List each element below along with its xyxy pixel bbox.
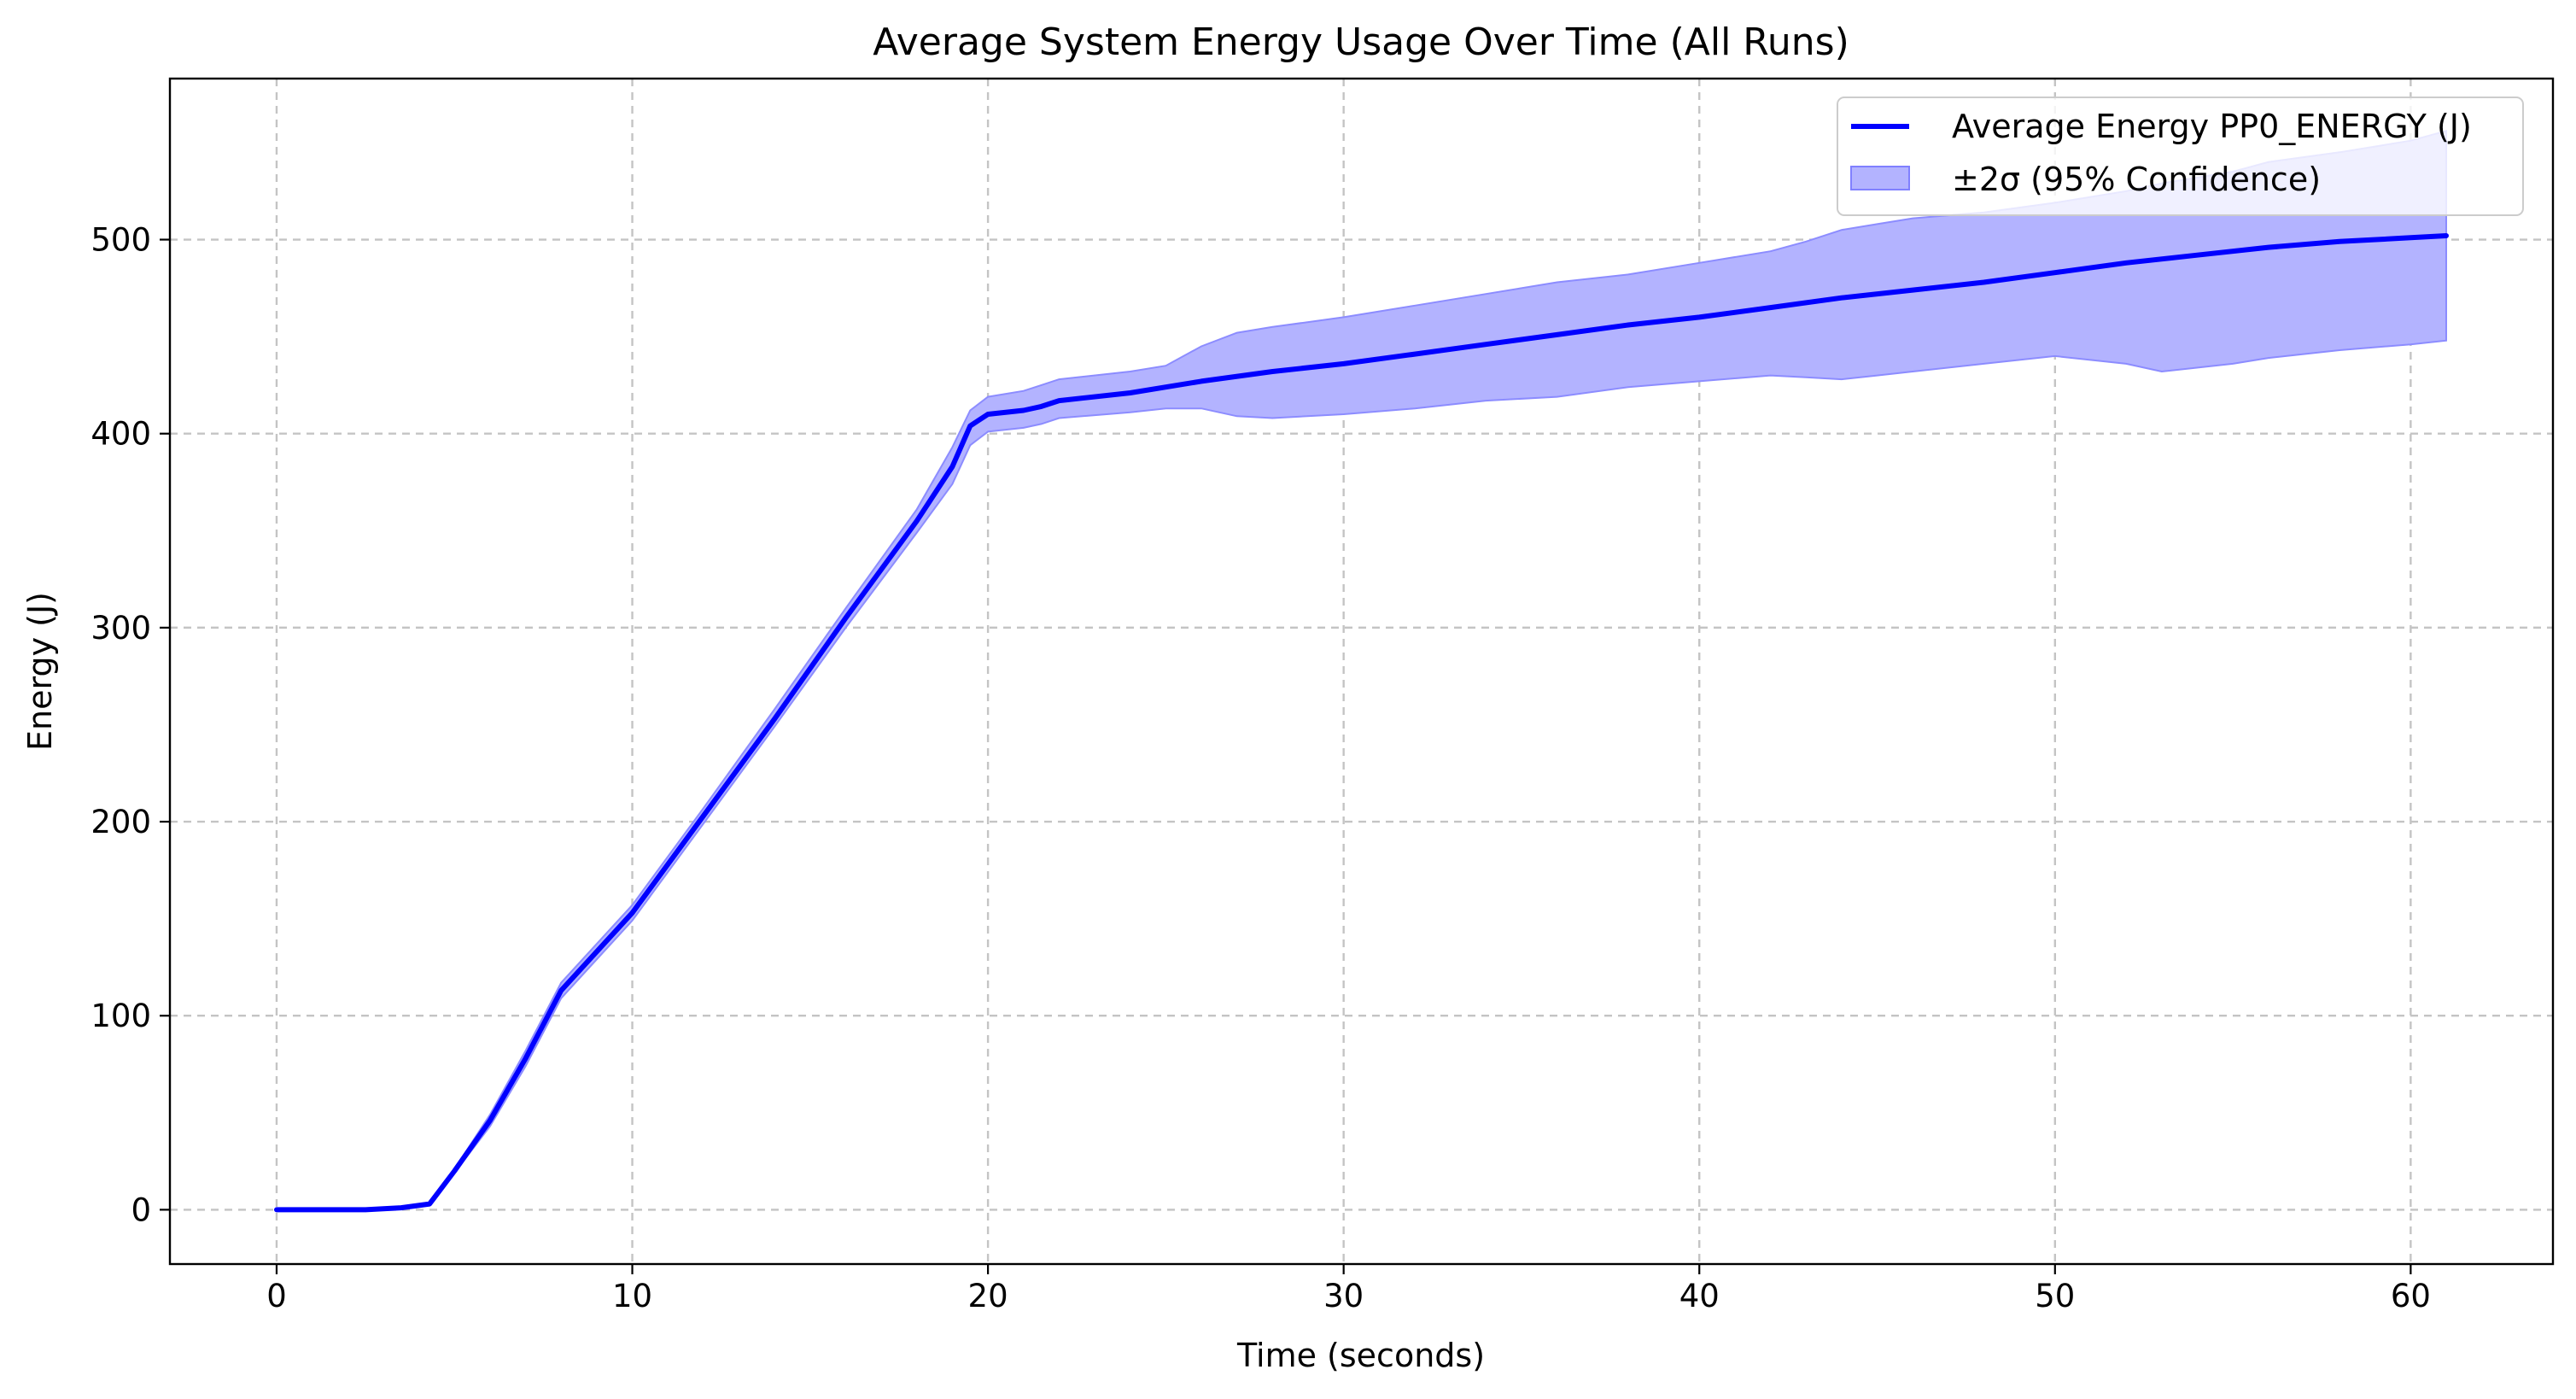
y-tick-label: 100 [91, 998, 151, 1034]
x-axis-ticks: 0 10 20 30 40 50 60 [266, 1264, 2431, 1314]
x-axis-label: Time (seconds) [1236, 1337, 1485, 1374]
y-axis-label: Energy (J) [21, 592, 59, 751]
legend-label-confidence: ±2σ (95% Confidence) [1952, 161, 2321, 198]
series-line-layer [274, 233, 2449, 1213]
x-tick-label: 10 [612, 1278, 652, 1314]
chart-title: Average System Energy Usage Over Time (A… [873, 20, 1849, 64]
legend-box [1837, 97, 2524, 216]
y-tick-label: 0 [131, 1191, 151, 1228]
y-axis-ticks: 0 100 200 300 400 500 [91, 222, 170, 1228]
legend-label-average: Average Energy PP0_ENERGY (J) [1952, 108, 2472, 145]
x-tick-label: 30 [1323, 1278, 1364, 1314]
plot-frame [168, 77, 2555, 1266]
x-tick-label: 60 [2391, 1278, 2431, 1314]
y-tick-label: 500 [91, 222, 151, 259]
y-tick-label: 200 [91, 804, 151, 840]
x-tick-label: 0 [266, 1278, 287, 1314]
x-tick-label: 40 [1679, 1278, 1720, 1314]
legend: Average Energy PP0_ENERGY (J) ±2σ (95% C… [1837, 97, 2524, 216]
average-energy-line [274, 233, 2449, 1213]
legend-band-swatch [1850, 166, 1910, 190]
y-tick-label: 300 [91, 610, 151, 647]
x-tick-label: 50 [2035, 1278, 2075, 1314]
x-tick-label: 20 [968, 1278, 1008, 1314]
y-tick-label: 400 [91, 416, 151, 453]
